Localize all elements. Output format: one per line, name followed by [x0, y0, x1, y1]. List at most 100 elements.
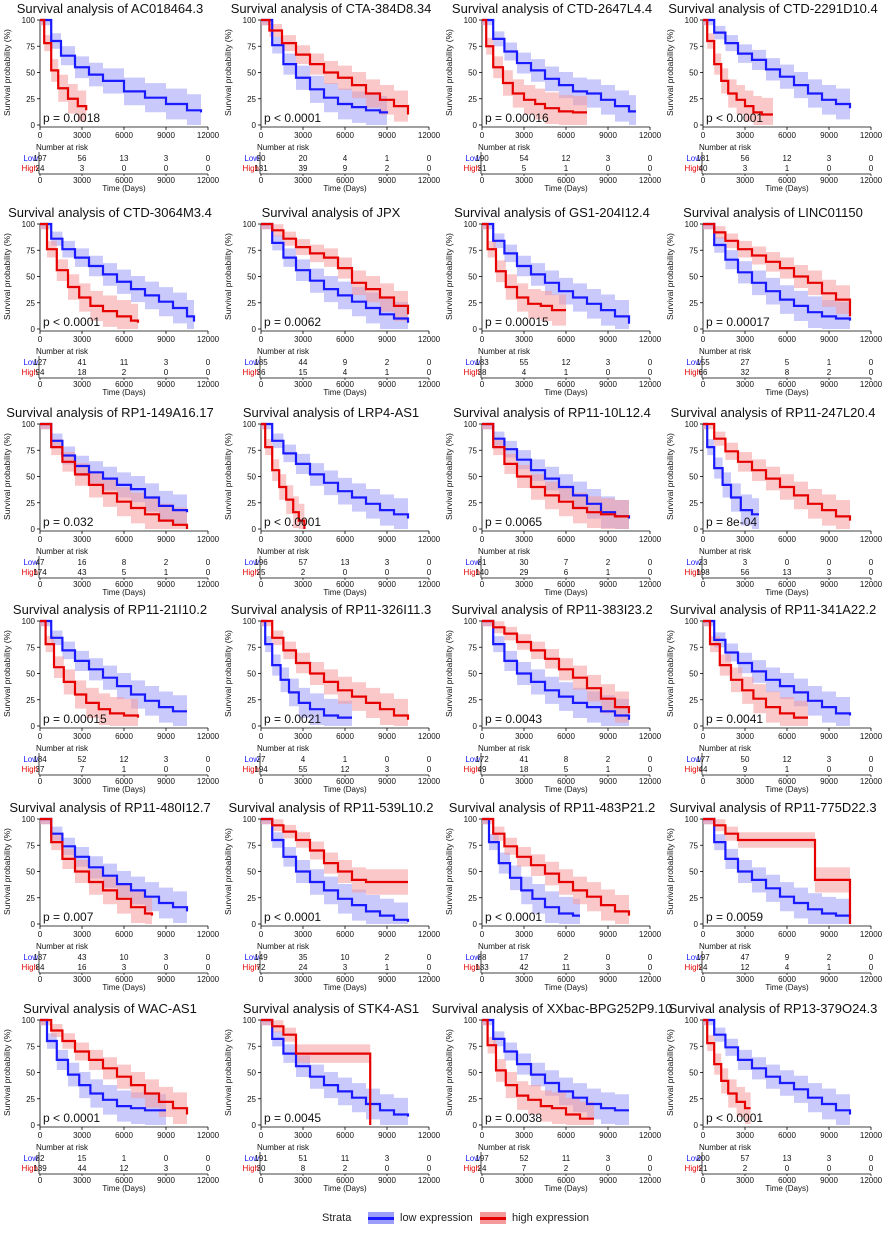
risk-count-high: 1 [606, 568, 611, 577]
y-tick-label: 75 [26, 1042, 35, 1051]
risk-count-high: 18 [78, 368, 87, 377]
km-chart-svg: Survival analysis of RP11-341A22.2 Surviv… [665, 602, 883, 794]
y-tick-label: 50 [26, 1069, 35, 1078]
x-tick-label: 0 [38, 131, 43, 140]
km-chart-svg: Survival analysis of CTD-2647L4.4 Surviva… [444, 1, 662, 193]
y-tick-label: 50 [689, 1069, 698, 1078]
legend-title: Strata [322, 1212, 351, 1224]
km-chart-svg: Survival analysis of RP11-539L10.2 Surviv… [223, 800, 441, 992]
x-tick-label: 6000 [557, 335, 575, 344]
risk-count-high: 3 [743, 164, 748, 173]
p-value-label: p = 0.032 [43, 515, 94, 529]
risk-count-low: 3 [164, 953, 169, 962]
y-tick-label: 25 [247, 1095, 256, 1104]
risk-count-high: 42 [520, 963, 529, 972]
chart-title: Survival analysis of RP11-326I11.3 [231, 602, 431, 617]
risk-group-low-label: Low [465, 953, 480, 962]
risk-count-high: 0 [206, 164, 211, 173]
km-chart-svg: Survival analysis of RP1-149A16.17 Surviv… [2, 405, 220, 597]
risk-count-low: 0 [869, 358, 874, 367]
survival-curve-low [40, 1018, 166, 1112]
number-at-risk-label: Number at risk [36, 347, 89, 356]
risk-count-high: 174 [33, 568, 47, 577]
risk-count-high: 12 [341, 765, 350, 774]
y-tick-label: 50 [689, 473, 698, 482]
risk-count-high: 0 [164, 164, 169, 173]
risk-x-tick-label: 12000 [639, 777, 662, 786]
risk-count-high: 0 [869, 765, 874, 774]
y-axis-label: Survival probability (%) [223, 29, 233, 116]
y-tick-label: 0 [694, 920, 699, 929]
ci-band-high [261, 20, 408, 122]
survival-curve-high [261, 619, 410, 720]
y-axis-label: Survival probability (%) [223, 828, 233, 915]
y-tick-label: 100 [22, 1016, 36, 1025]
y-tick-label: 0 [473, 1121, 478, 1130]
y-tick-label: 25 [689, 696, 698, 705]
risk-count-low: 3 [164, 358, 169, 367]
ci-band-high [703, 1020, 751, 1125]
risk-x-tick-label: 12000 [418, 380, 441, 389]
survival-curve-low [703, 817, 852, 918]
x-tick-label: 3000 [736, 930, 754, 939]
number-at-risk-label: Number at risk [36, 1143, 89, 1152]
risk-x-tick-label: 9000 [157, 176, 175, 185]
risk-count-low: 3 [164, 154, 169, 163]
chart-title: Survival analysis of RP11-480I12.7 [9, 800, 210, 815]
risk-x-tick-label: 12000 [418, 580, 441, 589]
y-tick-label: 75 [468, 841, 477, 850]
risk-group-low-label: Low [23, 755, 38, 764]
y-tick-label: 100 [243, 815, 257, 824]
x-tick-label: 6000 [778, 1131, 796, 1140]
risk-x-tick-label: 12000 [860, 580, 883, 589]
x-tick-label: 12000 [860, 1131, 883, 1140]
km-panel: Survival analysis of RP13-379O24.3 Surviv… [663, 1000, 884, 1200]
risk-group-low-label: Low [23, 154, 38, 163]
risk-x-tick-label: 0 [701, 176, 706, 185]
y-tick-label: 50 [689, 670, 698, 679]
risk-group-low-label: Low [686, 1154, 701, 1163]
y-tick-label: 50 [26, 670, 35, 679]
risk-count-high: 15 [299, 368, 308, 377]
x-tick-label: 0 [480, 732, 485, 741]
ci-band-low [261, 621, 352, 726]
y-tick-label: 50 [247, 69, 256, 78]
risk-count-low: 0 [648, 358, 653, 367]
risk-count-low: 13 [120, 154, 129, 163]
y-tick-label: 75 [689, 446, 698, 455]
risk-count-high: 2 [743, 1164, 748, 1173]
risk-x-tick-label: 6000 [557, 1176, 575, 1185]
survival-curve-low [482, 18, 636, 113]
km-chart-svg: Survival analysis of LRP4-AS1 Survival pr… [223, 405, 441, 597]
risk-x-tick-label: 3000 [736, 777, 754, 786]
legend-item-low: low expression [368, 1212, 473, 1224]
x-tick-label: 0 [480, 335, 485, 344]
risk-count-low: 0 [427, 755, 432, 764]
survival-curve-high [261, 222, 410, 315]
risk-count-low: 197 [696, 953, 710, 962]
risk-count-low: 196 [254, 558, 268, 567]
risk-x-tick-label: 6000 [557, 777, 575, 786]
y-tick-label: 0 [473, 121, 478, 130]
risk-count-low: 88 [478, 953, 487, 962]
y-tick-label: 75 [689, 1042, 698, 1051]
risk-count-low: 10 [341, 953, 350, 962]
risk-x-tick-label: 6000 [115, 975, 133, 984]
risk-count-high: 0 [606, 368, 611, 377]
x-axis-label: Time (Days) [323, 1184, 367, 1193]
ci-band-high [703, 621, 808, 726]
p-value-label: p = 0.0021 [264, 712, 321, 726]
risk-group-low-label: Low [686, 953, 701, 962]
legend-title-text: Strata [322, 1212, 352, 1224]
risk-count-high: 1 [385, 368, 390, 377]
y-tick-label: 100 [243, 420, 257, 429]
km-panel: Survival analysis of RP11-21I10.2 Surviva… [0, 601, 221, 801]
risk-count-high: 40 [699, 164, 708, 173]
risk-count-low: 7 [564, 558, 569, 567]
risk-x-tick-label: 3000 [515, 975, 533, 984]
km-panel: Survival analysis of RP11-383I23.2 Surviv… [442, 601, 663, 801]
chart-title: Survival analysis of WAC-AS1 [23, 1001, 197, 1016]
y-tick-label: 0 [473, 920, 478, 929]
y-axis-label: Survival probability (%) [665, 630, 675, 717]
survival-curve-low [261, 619, 352, 719]
